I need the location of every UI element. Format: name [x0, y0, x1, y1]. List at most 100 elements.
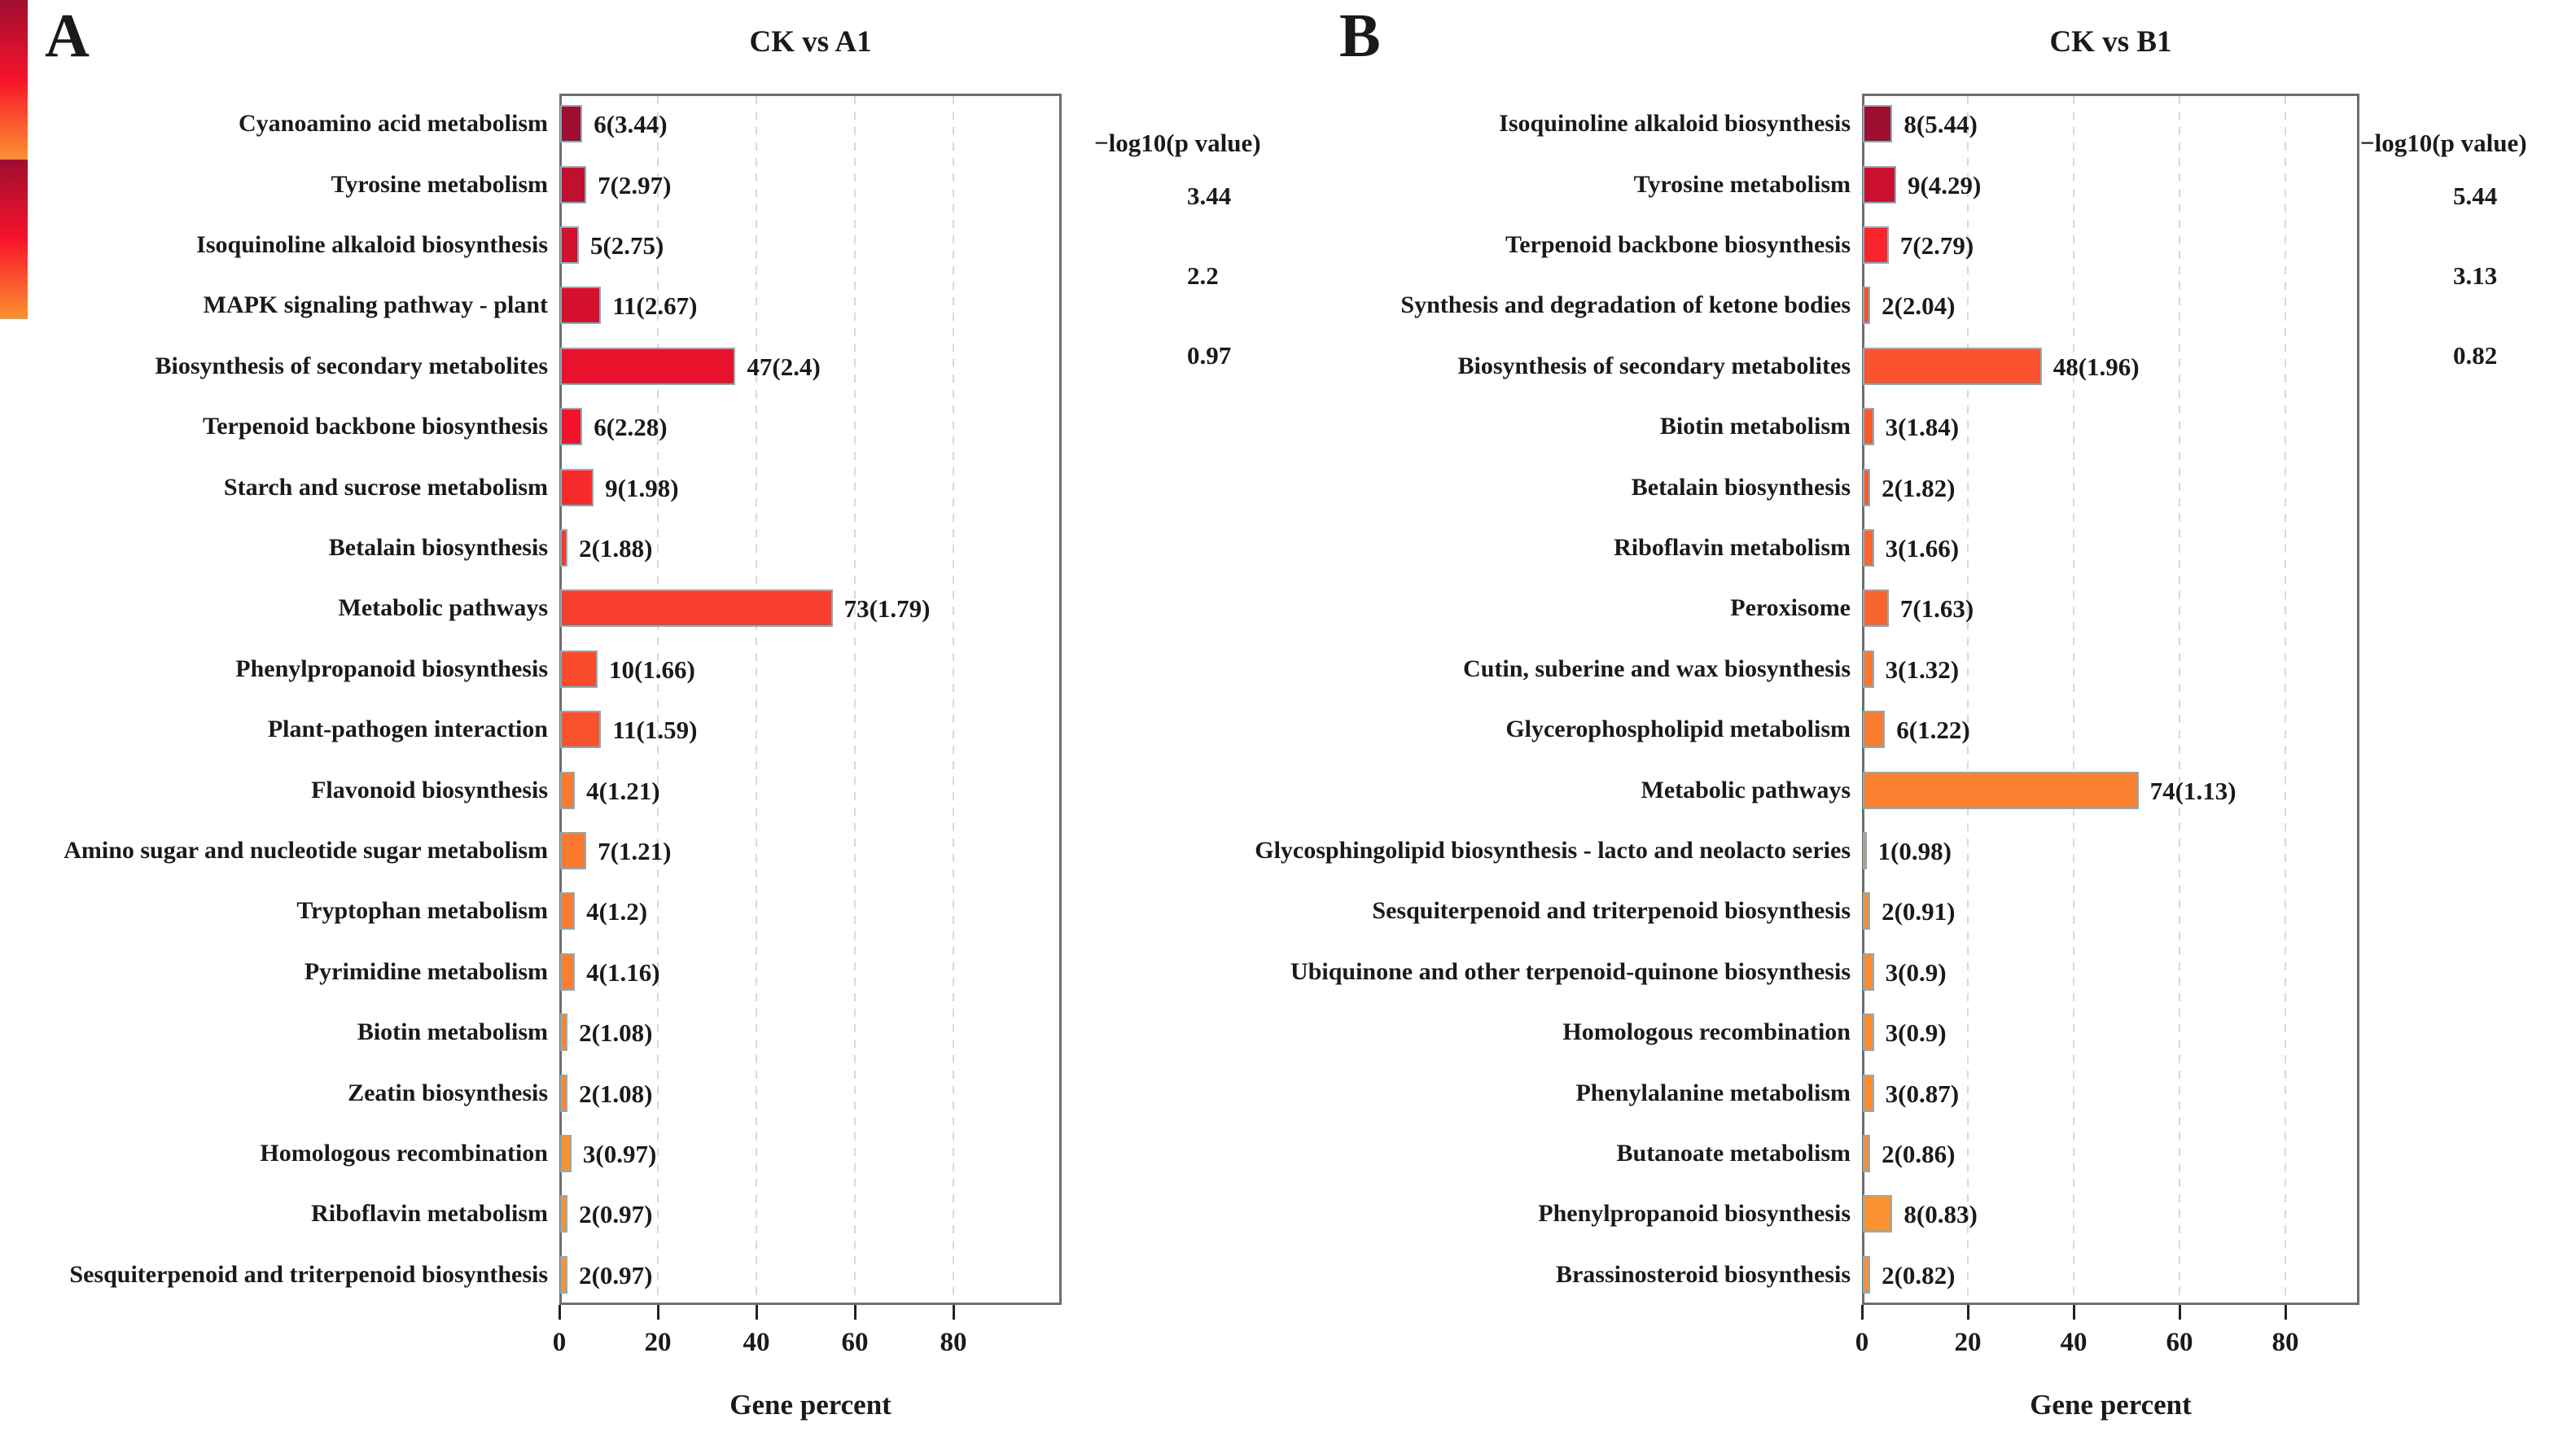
bar	[1863, 952, 1874, 991]
category-label: Cutin, suberine and wax biosynthesis	[1463, 655, 1851, 682]
value-label: 8(0.83)	[1904, 1200, 1978, 1229]
category-label: Tryptophan metabolism	[296, 897, 548, 925]
value-label: 1(0.98)	[1877, 837, 1952, 865]
x-axis-title: Gene percent	[2030, 1389, 2192, 1421]
gridline	[2179, 96, 2180, 1303]
category-label: Brassinosteroid biosynthesis	[1555, 1260, 1851, 1288]
value-label: 6(3.44)	[594, 110, 668, 139]
category-label: Pyrimidine metabolism	[304, 957, 548, 985]
category-label: Phenylalanine metabolism	[1575, 1079, 1851, 1106]
x-tick-label: 40	[2060, 1328, 2088, 1357]
x-tick-label: 80	[940, 1328, 967, 1357]
category-label: Zeatin biosynthesis	[348, 1079, 548, 1106]
value-label: 2(0.86)	[1882, 1140, 1956, 1168]
category-label: Synthesis and degradation of ketone bodi…	[1400, 291, 1851, 319]
x-axis-title: Gene percent	[729, 1389, 892, 1421]
category-label: Metabolic pathways	[338, 594, 549, 622]
value-label: 11(2.67)	[612, 291, 698, 321]
x-tick-mark	[2179, 1305, 2181, 1320]
bar	[1863, 1255, 1871, 1294]
legend-tick-label: 3.13	[2453, 261, 2498, 290]
category-label: Amino sugar and nucleotide sugar metabol…	[64, 837, 548, 864]
bar	[1863, 771, 2139, 809]
value-label: 5(2.75)	[589, 231, 664, 260]
category-label: Betalain biosynthesis	[328, 534, 548, 561]
legend-tick-label: 2.2	[1187, 261, 1219, 290]
value-label: 2(0.91)	[1882, 897, 1956, 926]
bar	[1863, 832, 1867, 869]
value-label: 2(0.97)	[579, 1260, 653, 1290]
category-label: MAPK signaling pathway - plant	[203, 291, 548, 319]
value-label: 2(1.08)	[579, 1079, 653, 1108]
x-tick-label: 80	[2272, 1328, 2299, 1357]
value-label: 7(2.97)	[598, 170, 672, 199]
x-tick-mark	[657, 1305, 659, 1320]
category-label: Sesquiterpenoid and triterpenoid biosynt…	[1372, 897, 1851, 925]
legend-tick-label: 0.82	[2453, 341, 2498, 370]
bar	[1863, 1135, 1871, 1172]
category-label: Butanoate metabolism	[1616, 1140, 1851, 1167]
bar	[560, 832, 587, 869]
x-tick-label: 20	[1954, 1328, 1982, 1357]
bar	[560, 952, 576, 991]
value-label: 6(2.28)	[594, 413, 668, 442]
x-tick-mark	[1967, 1305, 1969, 1320]
value-label: 4(1.21)	[586, 776, 660, 805]
bar	[1863, 892, 1871, 930]
value-label: 2(1.82)	[1882, 473, 1956, 502]
bar	[1863, 287, 1871, 325]
category-label: Tyrosine metabolism	[1633, 170, 1851, 198]
bar	[560, 347, 736, 385]
plot-area	[1862, 94, 2359, 1305]
category-label: Terpenoid backbone biosynthesis	[202, 413, 548, 440]
bar	[560, 165, 587, 204]
bar	[560, 589, 833, 628]
value-label: 7(1.63)	[1899, 594, 1974, 624]
bar	[560, 771, 576, 809]
category-label: Riboflavin metabolism	[311, 1200, 548, 1228]
bar	[560, 711, 602, 749]
bar	[1863, 1195, 1893, 1233]
bar	[1863, 589, 1889, 628]
x-tick-label: 60	[2166, 1328, 2193, 1357]
category-label: Starch and sucrose metabolism	[223, 473, 548, 501]
category-label: Glycerophospholipid metabolism	[1505, 716, 1851, 743]
x-tick-label: 0	[1855, 1328, 1869, 1357]
x-tick-label: 40	[743, 1328, 770, 1357]
legend-tick-label: 3.44	[1187, 182, 1232, 210]
gridline	[854, 96, 856, 1303]
plot-area	[559, 94, 1062, 1305]
color-scale-gradient	[0, 0, 28, 160]
x-tick-mark	[953, 1305, 955, 1320]
bar	[1863, 468, 1871, 506]
x-tick-label: 20	[644, 1328, 672, 1357]
panel-B: B CK vs B1 Isoquinoline alkaloid biosynthe…	[0, 5, 2576, 1421]
value-label: 9(1.98)	[605, 473, 679, 502]
legend-tick-label: 0.97	[1187, 341, 1232, 370]
category-label: Isoquinoline alkaloid biosynthesis	[1499, 110, 1851, 138]
value-label: 3(0.97)	[582, 1140, 657, 1168]
value-label: 10(1.66)	[608, 655, 695, 684]
category-label: Riboflavin metabolism	[1614, 534, 1851, 561]
gridline	[2285, 96, 2286, 1303]
bar	[1863, 165, 1896, 204]
category-label: Terpenoid backbone biosynthesis	[1505, 231, 1851, 258]
category-label: Cyanoamino acid metabolism	[238, 110, 548, 138]
category-label: Homologous recombination	[260, 1140, 548, 1167]
category-label: Homologous recombination	[1562, 1018, 1851, 1046]
category-label: Peroxisome	[1730, 594, 1851, 622]
category-label: Phenylpropanoid biosynthesis	[235, 655, 548, 682]
bar	[560, 1195, 568, 1233]
value-label: 3(1.66)	[1885, 534, 1960, 563]
bar	[560, 650, 598, 688]
bar	[1863, 711, 1886, 749]
gridline	[2073, 96, 2074, 1303]
x-tick-mark	[559, 1305, 561, 1320]
gridline	[953, 96, 954, 1303]
bar	[1863, 1074, 1874, 1112]
panel-letter: B	[1339, 2, 1381, 70]
x-tick-mark	[854, 1305, 856, 1320]
value-label: 8(5.44)	[1904, 110, 1978, 139]
